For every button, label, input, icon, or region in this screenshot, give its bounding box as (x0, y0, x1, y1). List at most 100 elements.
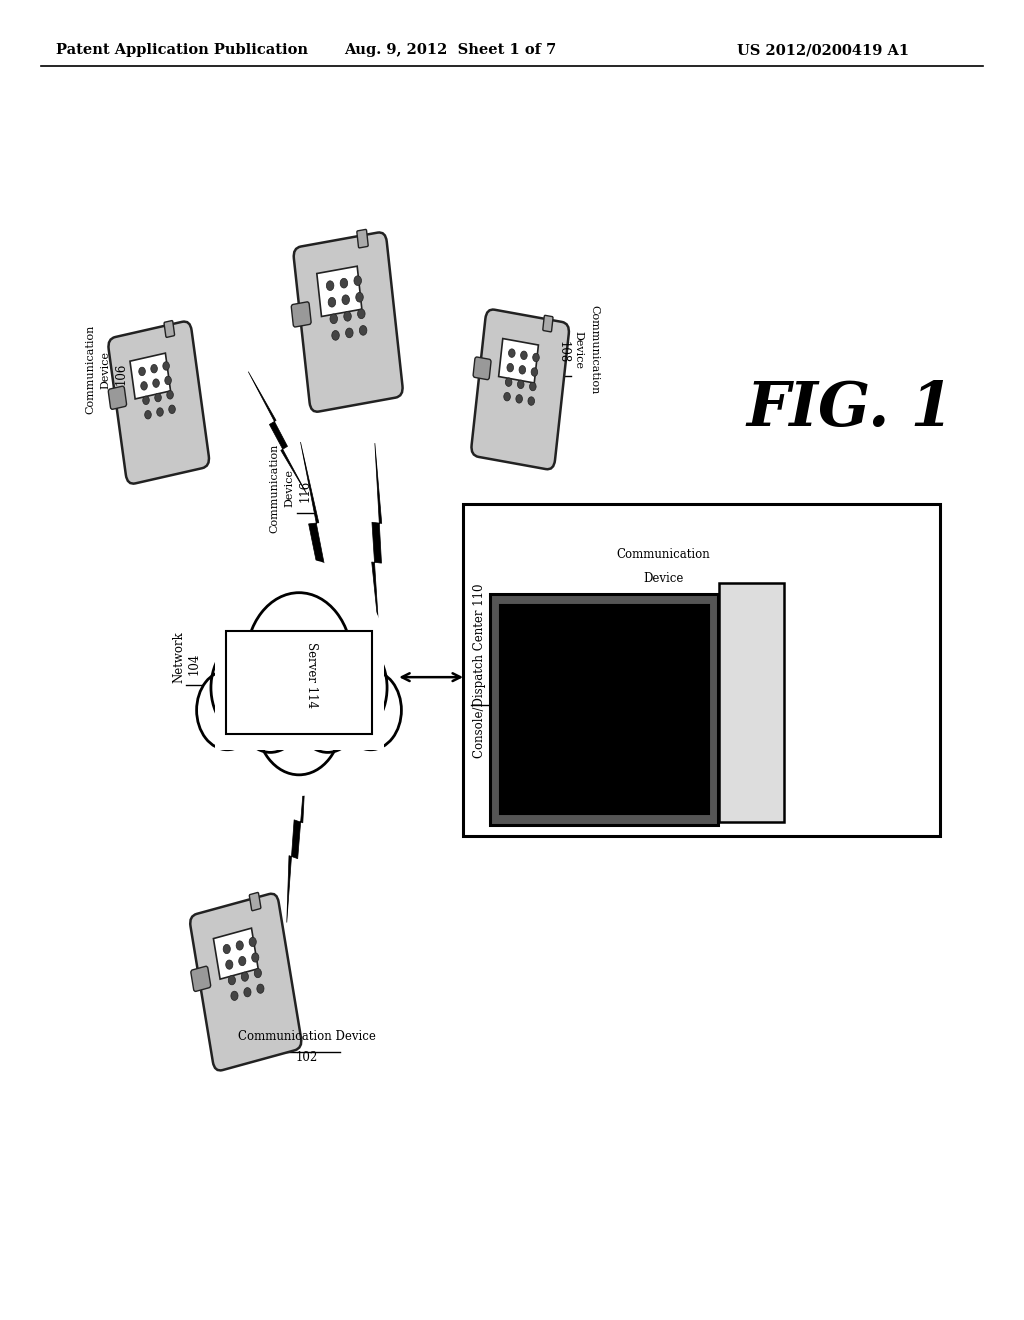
Text: Device: Device (100, 351, 111, 388)
Circle shape (340, 279, 348, 288)
Circle shape (520, 351, 527, 359)
Circle shape (228, 975, 236, 985)
FancyBboxPatch shape (490, 594, 718, 825)
Circle shape (244, 987, 251, 997)
Circle shape (230, 991, 238, 1001)
Text: Aug. 9, 2012  Sheet 1 of 7: Aug. 9, 2012 Sheet 1 of 7 (344, 44, 557, 57)
Text: US 2012/0200419 A1: US 2012/0200419 A1 (737, 44, 909, 57)
Text: Communication Device: Communication Device (239, 1030, 376, 1043)
Text: 116: 116 (299, 480, 311, 502)
FancyBboxPatch shape (226, 631, 372, 734)
Circle shape (238, 668, 303, 752)
FancyBboxPatch shape (109, 322, 209, 483)
Circle shape (529, 383, 537, 391)
Circle shape (345, 329, 353, 338)
Circle shape (252, 953, 259, 962)
Text: 108: 108 (557, 342, 569, 363)
Text: 104: 104 (188, 653, 201, 675)
FancyBboxPatch shape (109, 387, 127, 409)
Circle shape (257, 985, 264, 994)
Circle shape (197, 671, 258, 750)
Circle shape (211, 638, 289, 738)
Circle shape (295, 668, 360, 752)
Polygon shape (372, 444, 382, 635)
Circle shape (516, 395, 522, 403)
Circle shape (528, 397, 535, 405)
FancyBboxPatch shape (499, 338, 539, 383)
FancyBboxPatch shape (249, 892, 261, 911)
Circle shape (153, 379, 160, 387)
Circle shape (167, 391, 173, 399)
Text: Console/Dispatch Center 110: Console/Dispatch Center 110 (473, 583, 485, 758)
Circle shape (207, 558, 391, 796)
Circle shape (155, 393, 162, 401)
Circle shape (509, 348, 515, 358)
Circle shape (237, 941, 244, 950)
Circle shape (225, 960, 232, 969)
FancyBboxPatch shape (291, 302, 311, 327)
Polygon shape (287, 748, 306, 923)
Circle shape (169, 405, 175, 413)
Text: Communication: Communication (85, 325, 95, 414)
Circle shape (140, 381, 147, 391)
Circle shape (256, 664, 342, 775)
Circle shape (359, 326, 367, 335)
Circle shape (342, 294, 349, 305)
FancyBboxPatch shape (130, 354, 171, 399)
Circle shape (223, 944, 230, 953)
Circle shape (504, 392, 510, 401)
Text: Communication: Communication (589, 305, 599, 395)
FancyBboxPatch shape (357, 230, 369, 248)
Circle shape (157, 408, 163, 416)
FancyBboxPatch shape (213, 928, 258, 979)
FancyBboxPatch shape (463, 504, 940, 836)
Text: Network: Network (173, 631, 185, 684)
Circle shape (151, 364, 158, 374)
Text: 106: 106 (115, 363, 127, 384)
FancyBboxPatch shape (719, 583, 784, 822)
FancyBboxPatch shape (164, 321, 174, 338)
FancyBboxPatch shape (190, 894, 301, 1071)
Circle shape (355, 293, 364, 302)
Circle shape (246, 593, 352, 730)
Circle shape (519, 366, 525, 374)
Text: Patent Application Publication: Patent Application Publication (56, 44, 308, 57)
Circle shape (165, 376, 171, 384)
Circle shape (163, 362, 169, 370)
Circle shape (328, 297, 336, 308)
Text: Device: Device (643, 572, 684, 585)
Circle shape (249, 937, 256, 946)
Circle shape (517, 380, 524, 388)
Text: Server 114: Server 114 (305, 642, 317, 708)
Text: Communication: Communication (616, 548, 711, 561)
FancyBboxPatch shape (215, 631, 384, 750)
Text: FIG. 1: FIG. 1 (746, 379, 953, 440)
Text: 112: 112 (652, 595, 675, 609)
Circle shape (142, 396, 150, 404)
FancyBboxPatch shape (543, 315, 553, 331)
FancyBboxPatch shape (500, 605, 709, 814)
Circle shape (254, 969, 261, 978)
Polygon shape (300, 442, 332, 638)
Circle shape (242, 972, 249, 981)
FancyBboxPatch shape (316, 267, 361, 317)
Circle shape (357, 309, 366, 318)
Circle shape (354, 276, 361, 285)
Text: 102: 102 (296, 1051, 318, 1064)
FancyBboxPatch shape (190, 966, 211, 991)
Text: Device: Device (573, 331, 584, 368)
FancyBboxPatch shape (471, 310, 569, 469)
Circle shape (532, 354, 540, 362)
Text: Device: Device (285, 470, 295, 507)
FancyBboxPatch shape (294, 232, 402, 412)
Circle shape (239, 957, 246, 966)
Text: Communication: Communication (269, 444, 280, 533)
Circle shape (344, 312, 351, 321)
Circle shape (332, 330, 339, 341)
Circle shape (330, 314, 338, 323)
FancyBboxPatch shape (473, 356, 492, 380)
Circle shape (327, 281, 334, 290)
Circle shape (340, 671, 401, 750)
Circle shape (144, 411, 152, 418)
Circle shape (531, 368, 538, 376)
